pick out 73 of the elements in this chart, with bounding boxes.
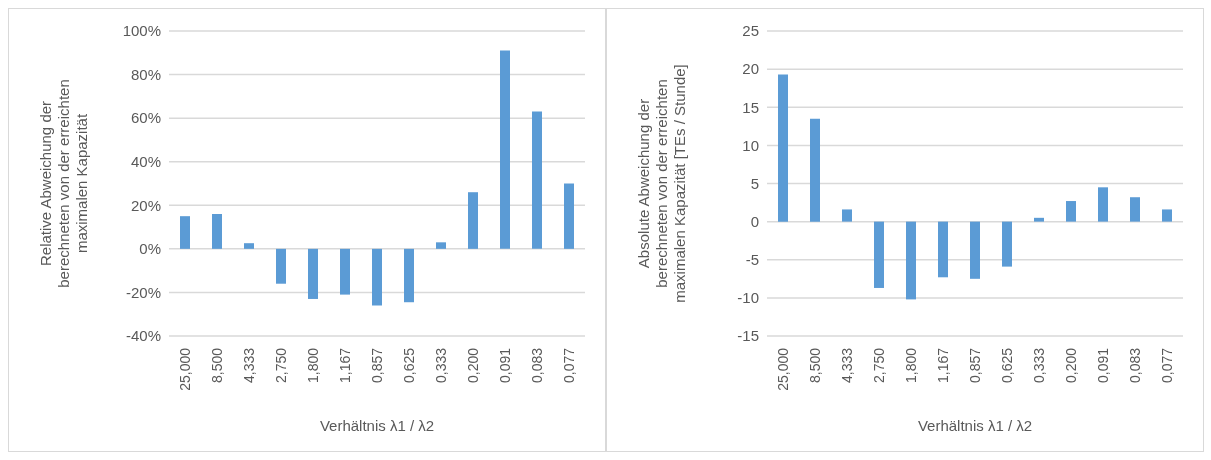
bar bbox=[468, 192, 478, 249]
y-tick-label: 60% bbox=[130, 109, 161, 127]
x-tick-label: 1,800 bbox=[903, 347, 919, 384]
bar bbox=[404, 248, 414, 303]
y-tick-label: -20% bbox=[125, 283, 161, 301]
y-tick-label: 20 bbox=[742, 60, 759, 78]
bar bbox=[500, 50, 510, 249]
x-axis-title: Verhältnis λ1 / λ2 bbox=[917, 417, 1033, 434]
x-tick-label: 4,333 bbox=[241, 347, 257, 384]
x-tick-label: 0,200 bbox=[1063, 347, 1079, 384]
bar bbox=[276, 248, 286, 284]
bar bbox=[1098, 187, 1108, 222]
x-tick-label: 0,333 bbox=[433, 347, 449, 384]
bar bbox=[1130, 197, 1140, 222]
x-tick-label: 0,625 bbox=[401, 347, 417, 384]
x-tick-label: 0,857 bbox=[967, 347, 983, 384]
y-tick-label: 25 bbox=[742, 22, 759, 40]
bar bbox=[340, 248, 350, 295]
bar bbox=[906, 221, 916, 300]
x-tick-label: 1,800 bbox=[305, 347, 321, 384]
bar bbox=[938, 221, 948, 278]
x-tick-label: 0,091 bbox=[497, 347, 513, 384]
y-tick-label: 0% bbox=[139, 240, 161, 258]
x-tick-label: 1,167 bbox=[337, 347, 353, 384]
bar bbox=[308, 248, 318, 299]
y-tick-label: -40% bbox=[125, 327, 161, 345]
x-tick-label: 25,000 bbox=[775, 347, 791, 391]
x-tick-label: 0,083 bbox=[529, 347, 545, 384]
bar bbox=[842, 209, 852, 222]
x-tick-label: 8,500 bbox=[807, 347, 823, 384]
bar bbox=[1034, 217, 1044, 222]
bar bbox=[1066, 201, 1076, 222]
y-tick-label: 10 bbox=[742, 136, 759, 154]
y-tick-label: -15 bbox=[737, 327, 759, 345]
y-axis-title: Relative Abweichung der berechneten von der erreichten maximalen Kapazität bbox=[37, 79, 90, 288]
x-tick-label: 0,077 bbox=[561, 347, 577, 384]
x-tick-label: 0,200 bbox=[465, 347, 481, 384]
bar bbox=[1002, 221, 1012, 267]
x-tick-label: 0,077 bbox=[1159, 347, 1175, 384]
x-tick-label: 0,857 bbox=[369, 347, 385, 384]
x-tick-label: 8,500 bbox=[209, 347, 225, 384]
x-tick-label: 0,333 bbox=[1031, 347, 1047, 384]
x-tick-label: 0,625 bbox=[999, 347, 1015, 384]
y-tick-label: -10 bbox=[737, 289, 759, 307]
x-tick-label: 1,167 bbox=[935, 347, 951, 384]
y-tick-label: 100% bbox=[122, 22, 161, 40]
y-tick-label: 80% bbox=[130, 65, 161, 83]
bar bbox=[532, 111, 542, 249]
bar bbox=[212, 214, 222, 249]
bar bbox=[970, 221, 980, 279]
bar bbox=[874, 221, 884, 288]
bar bbox=[1162, 209, 1172, 222]
bar bbox=[436, 242, 446, 249]
x-tick-label: 2,750 bbox=[273, 347, 289, 384]
bar bbox=[810, 118, 820, 222]
y-tick-label: 15 bbox=[742, 98, 759, 116]
y-tick-label: 40% bbox=[130, 153, 161, 171]
bar bbox=[564, 183, 574, 249]
x-tick-label: 4,333 bbox=[839, 347, 855, 384]
y-tick-label: -5 bbox=[745, 251, 759, 269]
y-tick-label: 5 bbox=[750, 174, 759, 192]
y-tick-label: 0 bbox=[750, 212, 759, 230]
y-tick-label: 20% bbox=[130, 196, 161, 214]
bar bbox=[244, 243, 254, 249]
bar bbox=[778, 74, 788, 222]
x-axis-title: Verhältnis λ1 / λ2 bbox=[319, 417, 435, 434]
x-tick-label: 25,000 bbox=[177, 347, 193, 391]
x-tick-label: 2,750 bbox=[871, 347, 887, 384]
bar bbox=[372, 248, 382, 306]
x-tick-label: 0,091 bbox=[1095, 347, 1111, 384]
x-tick-label: 0,083 bbox=[1127, 347, 1143, 384]
bar bbox=[180, 216, 190, 249]
y-axis-title: Absolute Abweichung der berechneten von der erreichten maximalen Kapazität [TEs / Stunde] bbox=[635, 64, 688, 303]
